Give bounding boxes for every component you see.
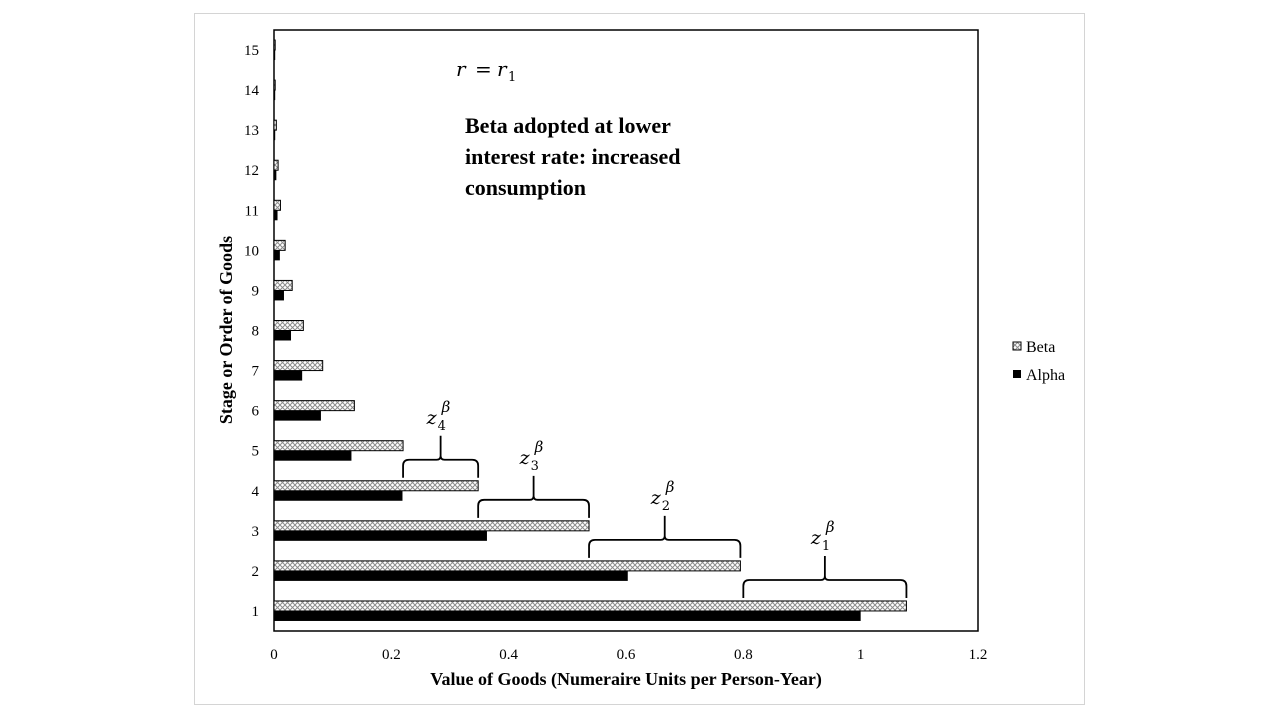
bar-beta-stage-8 [273, 320, 304, 331]
y-tick-label: 13 [244, 123, 259, 139]
bars-layer [273, 39, 907, 621]
y-tick-label: 11 [245, 203, 259, 219]
bar-alpha-stage-9 [274, 290, 284, 301]
y-tick-label: 12 [244, 163, 259, 179]
z-label-3: z 3 β [519, 438, 544, 474]
bar-alpha-stage-12 [274, 170, 277, 181]
bar-alpha-stage-3 [274, 530, 487, 541]
bar-beta-stage-6 [273, 400, 355, 412]
y-tick-label: 2 [252, 564, 260, 580]
z-label-2: z 2 β [650, 478, 675, 514]
z-label-base: z [650, 487, 662, 509]
brace-stage-3 [477, 475, 590, 518]
x-tick-label: 0.8 [734, 647, 753, 663]
bar-alpha-stage-7 [274, 370, 303, 381]
bar-alpha-stage-6 [274, 410, 321, 421]
x-axis-title: Value of Goods (Numeraire Units per Pers… [430, 669, 822, 690]
bar-alpha-stage-1 [274, 610, 861, 621]
bar-alpha-stage-5 [274, 450, 352, 461]
y-tick-label: 14 [244, 83, 260, 99]
rate-lhs: r [456, 57, 467, 81]
y-tick-label: 5 [252, 444, 260, 460]
x-tick-label: 0 [270, 647, 278, 663]
x-tick-label: 1 [857, 647, 865, 663]
brace-stage-1 [742, 555, 908, 598]
x-tick-label: 0.4 [499, 647, 518, 663]
y-tick-label: 1 [252, 604, 260, 620]
z-label-base: z [810, 527, 822, 549]
z-label-4: z 4 β [426, 398, 451, 434]
bar-beta-stage-15 [273, 39, 276, 51]
y-tick-label: 3 [252, 524, 260, 540]
annotation-note: Beta adopted at lower interest rate: inc… [465, 113, 680, 200]
x-tick-label: 0.6 [617, 647, 636, 663]
bar-alpha-stage-13 [274, 130, 276, 141]
bar-beta-stage-13 [273, 119, 277, 131]
legend: Beta Alpha [1012, 339, 1065, 384]
z-label-subscript: 1 [822, 539, 830, 554]
note-line-3: consumption [465, 175, 586, 200]
y-tick-label: 6 [252, 404, 260, 420]
y-tick-label: 15 [244, 43, 259, 59]
bar-alpha-stage-8 [274, 330, 292, 341]
x-tick-label: 0.2 [382, 647, 401, 663]
legend-swatch-beta [1012, 341, 1022, 351]
z-label-subscript: 3 [531, 459, 539, 474]
brace-stage-4 [402, 435, 480, 478]
y-axis-title: Stage or Order of Goods [216, 236, 236, 424]
y-tick-label: 8 [252, 324, 260, 340]
y-tick-label: 10 [244, 243, 259, 259]
z-label-superscript: β [665, 478, 675, 496]
slide-frame [194, 13, 1085, 705]
legend-label-alpha: Alpha [1026, 367, 1065, 384]
rate-rhs: r [497, 57, 508, 81]
bar-alpha-stage-10 [274, 250, 280, 261]
legend-label-beta: Beta [1026, 339, 1055, 356]
x-tick-label: 1.2 [969, 647, 988, 663]
bar-beta-stage-3 [273, 520, 590, 532]
note-line-1: Beta adopted at lower [465, 113, 671, 138]
bar-alpha-stage-14 [274, 90, 276, 101]
note-line-2: interest rate: increased [465, 144, 680, 169]
bar-alpha-stage-11 [274, 210, 278, 221]
bar-beta-stage-11 [273, 199, 281, 211]
bar-beta-stage-10 [273, 239, 286, 251]
rate-equals: = [475, 57, 492, 81]
brace-annotations: z 1βz 2βz 3βz 4β [402, 398, 908, 598]
bar-beta-stage-5 [273, 440, 404, 452]
z-label-superscript: β [825, 518, 835, 536]
y-tick-label: 7 [252, 364, 260, 380]
bar-beta-stage-7 [273, 360, 324, 372]
bar-beta-stage-2 [273, 560, 741, 572]
rate-equation: r = r 1 [456, 57, 516, 85]
z-label-base: z [426, 407, 438, 429]
bar-beta-stage-4 [273, 480, 479, 492]
y-tick-label: 4 [252, 484, 260, 500]
y-tick-label: 9 [252, 283, 260, 299]
x-tick-labels: 0 0.2 0.4 0.6 0.8 1 1.2 [270, 647, 987, 663]
bar-beta-stage-9 [273, 279, 293, 291]
z-label-superscript: β [534, 438, 544, 456]
rate-subscript: 1 [508, 70, 516, 85]
bar-alpha-stage-15 [274, 50, 276, 61]
bar-beta-stage-12 [273, 159, 279, 171]
z-label-superscript: β [441, 398, 451, 416]
brace-stage-2 [588, 515, 742, 558]
bar-beta-stage-14 [273, 79, 276, 91]
z-label-subscript: 4 [438, 419, 446, 434]
bar-alpha-stage-2 [274, 570, 628, 581]
bar-alpha-stage-4 [274, 490, 403, 501]
bar-beta-stage-1 [273, 600, 907, 612]
z-label-subscript: 2 [662, 499, 670, 514]
z-label-1: z 1 β [810, 518, 835, 554]
legend-swatch-alpha [1013, 370, 1021, 378]
z-label-base: z [519, 447, 531, 469]
